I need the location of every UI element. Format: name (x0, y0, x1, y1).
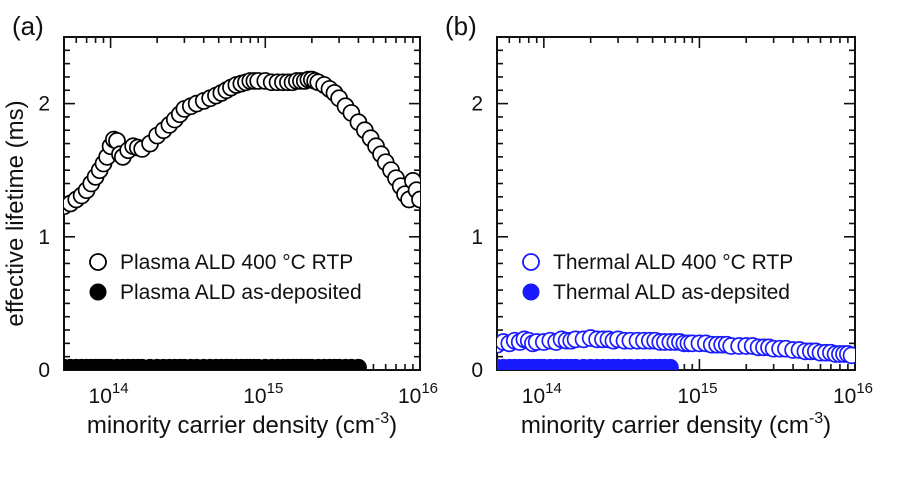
legend-label: Thermal ALD 400 °C RTP (553, 251, 793, 274)
y-tick-label: 1 (38, 226, 50, 249)
x-tick-label: 1014 (522, 380, 562, 408)
legend: Thermal ALD 400 °C RTP Thermal ALD as-dep… (522, 251, 793, 304)
legend-marker (89, 253, 107, 271)
legend-label: Plasma ALD 400 °C RTP (120, 251, 353, 274)
legend-marker (89, 283, 107, 301)
legend-label: Thermal ALD as-depsited (553, 281, 790, 304)
data-layer (497, 329, 855, 370)
y-tick-label: 1 (471, 226, 483, 249)
y-tick-label: 0 (471, 359, 483, 382)
data-point (661, 358, 679, 370)
x-tick-label: 1016 (398, 380, 438, 408)
data-point (842, 346, 855, 365)
data-point (411, 190, 420, 209)
series-1 (64, 70, 420, 216)
legend-marker (522, 253, 540, 271)
x-axis-title: minority carrier density (cm-3) (521, 410, 831, 439)
y-axis-title: effective lifetime (ms) (2, 100, 29, 326)
legend: Plasma ALD 400 °C RTP Plasma ALD as-depos… (89, 251, 362, 304)
legend-label: Plasma ALD as-deposited (120, 281, 362, 304)
series-2 (497, 358, 679, 370)
x-tick-label: 1016 (833, 380, 873, 408)
x-axis-title: minority carrier density (cm-3) (87, 410, 397, 439)
panel-label: (b) (445, 11, 477, 41)
legend-marker (522, 283, 540, 301)
x-tick-label: 1014 (89, 380, 129, 408)
x-tick-label: 1015 (243, 380, 283, 408)
y-tick-label: 2 (38, 93, 50, 116)
series-1 (497, 329, 855, 365)
panel-label: (a) (12, 11, 44, 41)
y-tick-label: 0 (38, 359, 50, 382)
x-tick-label: 1015 (677, 380, 717, 408)
data-point (349, 358, 367, 370)
series-2 (64, 358, 367, 370)
data-layer (64, 70, 420, 370)
plot-frame (496, 36, 856, 371)
y-tick-label: 2 (471, 93, 483, 116)
